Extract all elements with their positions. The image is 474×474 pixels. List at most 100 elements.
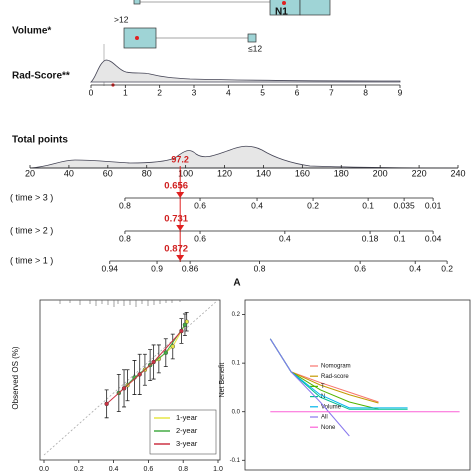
legend-label: All [321,415,328,421]
tick-label: 140 [256,168,271,178]
tick-label: -0.1 [230,458,241,464]
series-line [269,338,350,437]
arrow [176,225,185,231]
tick-label: 0.0 [232,409,241,415]
panel-label: A [233,278,240,289]
tick-label: 7 [329,87,334,97]
tick-label: 180 [334,168,349,178]
level: >12 [114,14,129,24]
tick-label: 220 [412,168,427,178]
tick-label: 1.0 [213,466,223,473]
box [299,0,331,16]
tick-label: 200 [373,168,388,178]
point [104,401,109,407]
tick-label: 0.8 [119,200,131,210]
tick-label: 0.9 [151,263,163,273]
tick-label: 0.2 [74,466,84,473]
tick-label: 6 [295,87,300,97]
prob-label: 0.872 [164,244,188,255]
series-line [269,338,379,403]
tick-label: 160 [295,168,310,178]
tick-label: 0.86 [182,263,199,273]
tick-label: 5 [260,87,265,97]
point [182,322,188,327]
tick-label: 0.8 [178,466,188,473]
tick-label: 0.94 [101,263,118,273]
dot [282,1,286,5]
tick-label: 0.2 [307,200,319,210]
tick-label: 0.18 [362,233,379,243]
density [29,145,459,169]
arrow [176,192,185,198]
y-axis-label: Net Benefit [219,363,226,398]
legend-label: Volume [321,404,342,410]
legend-label: T [321,384,325,390]
tick-label: 60 [103,168,113,178]
legend-label: Rad-score [321,374,349,380]
tick-label: 0.2 [232,312,241,318]
box [247,33,257,43]
tick-label: 0.8 [119,233,131,243]
legend-label: 2-year [176,426,198,435]
tick-label: 0.8 [254,263,266,273]
tick-label: 40 [64,168,74,178]
tick-label: 3 [192,87,197,97]
dot [135,36,139,40]
box [133,0,141,5]
tick-label: 0.1 [232,361,241,367]
tick-label: 9 [398,87,403,97]
tick-label: 1 [123,87,128,97]
point [163,350,169,355]
tick-label: 0.6 [194,200,206,210]
point [137,372,142,377]
level: ≤12 [248,43,262,53]
row-label: ( time > 3 ) [10,192,53,202]
tick-label: 2 [157,87,162,97]
tick-label: 0 [89,87,94,97]
tick-label: 0.4 [409,263,421,273]
tick-label: 0.6 [194,233,206,243]
tick-label: 100 [178,168,193,178]
tick-label: 0.04 [425,233,442,243]
tick-label: 0.1 [362,200,374,210]
density [89,59,401,83]
marker-label: 97.2 [171,154,189,164]
tick-label: 8 [363,87,368,97]
legend-label: None [321,425,336,431]
tick-label: 0.2 [441,263,453,273]
tick-label: 0.1 [394,233,406,243]
tick-label: 20 [25,168,35,178]
point [179,328,184,334]
rug [59,300,181,307]
tick-label: 0.0 [39,466,49,473]
ideal-line [43,299,219,456]
tick-label: 0.6 [144,466,154,473]
legend-label: N [321,394,325,400]
point [151,359,156,365]
plot-frame [244,299,471,471]
prob-label: 0.731 [164,214,188,225]
row-label: Rad-Score** [12,71,70,82]
tick-label: 240 [450,168,465,178]
tick-label: 4 [226,87,231,97]
legend-label: 1-year [176,413,198,422]
legend-label: Nomogram [321,364,351,370]
tick-label: 0.6 [354,263,366,273]
tick-label: 0.4 [251,200,263,210]
arrow [176,255,185,261]
point [170,344,175,349]
n-label: N1 [275,7,288,18]
point [121,386,127,391]
tick-label: 0.035 [393,200,415,210]
row-label: ( time > 2 ) [10,225,53,235]
row-label: ( time > 1 ) [10,255,53,265]
legend-label: 3-year [176,439,198,448]
tick-label: 0.01 [425,200,442,210]
row-label: Volume* [12,26,51,37]
tick-label: 0.4 [109,466,119,473]
tick-label: 0.4 [279,233,291,243]
row-label: Total points [12,135,68,146]
tick-label: 80 [142,168,152,178]
prob-label: 0.656 [164,181,188,192]
